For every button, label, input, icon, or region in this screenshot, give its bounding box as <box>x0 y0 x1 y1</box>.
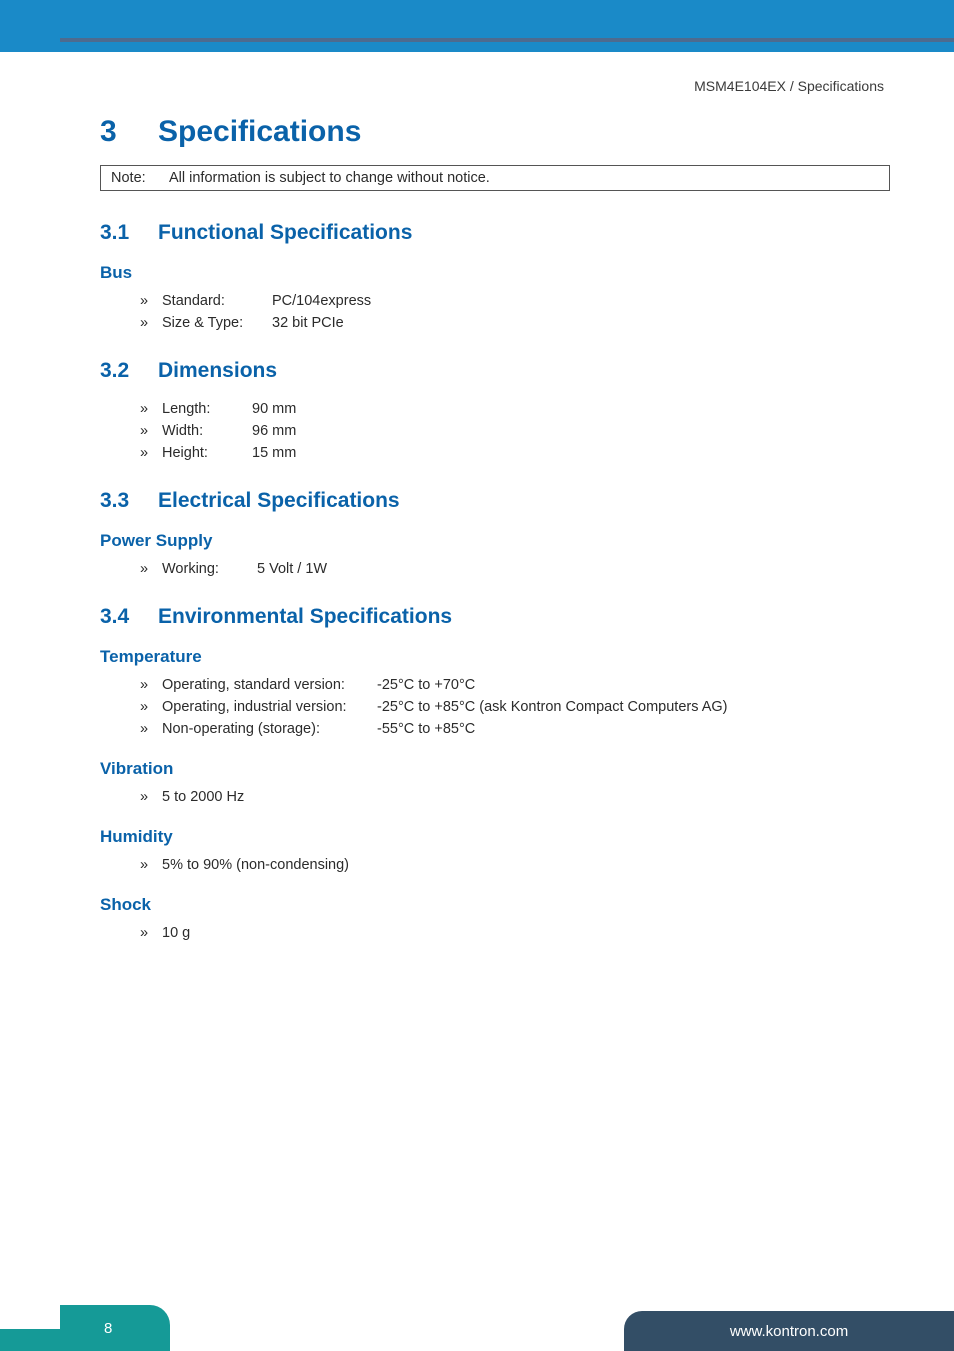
chapter-number: 3 <box>100 115 158 149</box>
spec-value: 5 Volt / 1W <box>257 561 890 577</box>
spec-value: 90 mm <box>252 401 890 417</box>
chapter-title: Specifications <box>158 115 361 148</box>
list-item: » 5% to 90% (non-condensing) <box>140 857 890 873</box>
list-item: » Length: 90 mm <box>140 401 890 417</box>
spec-value: 10 g <box>162 925 890 941</box>
bullet-icon: » <box>140 293 162 309</box>
breadcrumb: MSM4E104EX / Specifications <box>694 78 884 94</box>
section-title: Environmental Specifications <box>158 605 452 628</box>
spec-key: Standard: <box>162 293 272 309</box>
spec-key: Operating, industrial version: <box>162 699 377 715</box>
list-item: » Size & Type: 32 bit PCIe <box>140 315 890 331</box>
bullet-icon: » <box>140 445 162 461</box>
note-text: All information is subject to change wit… <box>169 170 490 186</box>
spec-value: 32 bit PCIe <box>272 315 890 331</box>
section-3-3-heading: 3.3Electrical Specifications <box>100 489 890 513</box>
bullet-icon: » <box>140 561 162 577</box>
footer-url: www.kontron.com <box>624 1311 954 1351</box>
section-number: 3.4 <box>100 605 158 629</box>
section-title: Electrical Specifications <box>158 489 400 512</box>
power-list: » Working: 5 Volt / 1W <box>140 561 890 577</box>
bullet-icon: » <box>140 699 162 715</box>
subsection-power-supply: Power Supply <box>100 531 890 551</box>
list-item: » Operating, industrial version: -25°C t… <box>140 699 890 715</box>
footer-page-number: 8 <box>60 1305 170 1351</box>
spec-value: 5% to 90% (non-condensing) <box>162 857 890 873</box>
bullet-icon: » <box>140 677 162 693</box>
spec-key: Operating, standard version: <box>162 677 377 693</box>
bullet-icon: » <box>140 423 162 439</box>
bullet-icon: » <box>140 857 162 873</box>
section-number: 3.1 <box>100 221 158 245</box>
list-item: » Non-operating (storage): -55°C to +85°… <box>140 721 890 737</box>
shock-list: » 10 g <box>140 925 890 941</box>
spec-value: -25°C to +85°C (ask Kontron Compact Comp… <box>377 699 890 715</box>
list-item: » 5 to 2000 Hz <box>140 789 890 805</box>
list-item: » Standard: PC/104express <box>140 293 890 309</box>
page-footer: 8 www.kontron.com <box>0 1305 954 1351</box>
section-3-4-heading: 3.4Environmental Specifications <box>100 605 890 629</box>
list-item: » 10 g <box>140 925 890 941</box>
spec-value: -55°C to +85°C <box>377 721 890 737</box>
spec-value: 5 to 2000 Hz <box>162 789 890 805</box>
spec-value: PC/104express <box>272 293 890 309</box>
bullet-icon: » <box>140 401 162 417</box>
header-band-underline <box>60 0 954 42</box>
list-item: » Working: 5 Volt / 1W <box>140 561 890 577</box>
footer-strip <box>0 1329 60 1351</box>
note-label: Note: <box>111 170 169 186</box>
subsection-humidity: Humidity <box>100 827 890 847</box>
temperature-list: » Operating, standard version: -25°C to … <box>140 677 890 737</box>
subsection-shock: Shock <box>100 895 890 915</box>
list-item: » Width: 96 mm <box>140 423 890 439</box>
spec-key: Size & Type: <box>162 315 272 331</box>
dimensions-list: » Length: 90 mm » Width: 96 mm » Height:… <box>140 401 890 461</box>
bullet-icon: » <box>140 315 162 331</box>
vibration-list: » 5 to 2000 Hz <box>140 789 890 805</box>
section-3-2-heading: 3.2Dimensions <box>100 359 890 383</box>
page-content: 3Specifications Note:All information is … <box>100 115 890 947</box>
chapter-heading: 3Specifications <box>100 115 890 149</box>
spec-value: 96 mm <box>252 423 890 439</box>
bullet-icon: » <box>140 721 162 737</box>
section-title: Functional Specifications <box>158 221 412 244</box>
spec-key: Non-operating (storage): <box>162 721 377 737</box>
subsection-temperature: Temperature <box>100 647 890 667</box>
humidity-list: » 5% to 90% (non-condensing) <box>140 857 890 873</box>
spec-value: 15 mm <box>252 445 890 461</box>
section-number: 3.3 <box>100 489 158 513</box>
spec-key: Height: <box>162 445 252 461</box>
list-item: » Height: 15 mm <box>140 445 890 461</box>
section-number: 3.2 <box>100 359 158 383</box>
spec-key: Width: <box>162 423 252 439</box>
note-box: Note:All information is subject to chang… <box>100 165 890 191</box>
section-3-1-heading: 3.1Functional Specifications <box>100 221 890 245</box>
section-title: Dimensions <box>158 359 277 382</box>
subsection-vibration: Vibration <box>100 759 890 779</box>
bullet-icon: » <box>140 789 162 805</box>
bullet-icon: » <box>140 925 162 941</box>
list-item: » Operating, standard version: -25°C to … <box>140 677 890 693</box>
spec-value: -25°C to +70°C <box>377 677 890 693</box>
spec-key: Length: <box>162 401 252 417</box>
spec-key: Working: <box>162 561 257 577</box>
subsection-bus: Bus <box>100 263 890 283</box>
bus-list: » Standard: PC/104express » Size & Type:… <box>140 293 890 331</box>
